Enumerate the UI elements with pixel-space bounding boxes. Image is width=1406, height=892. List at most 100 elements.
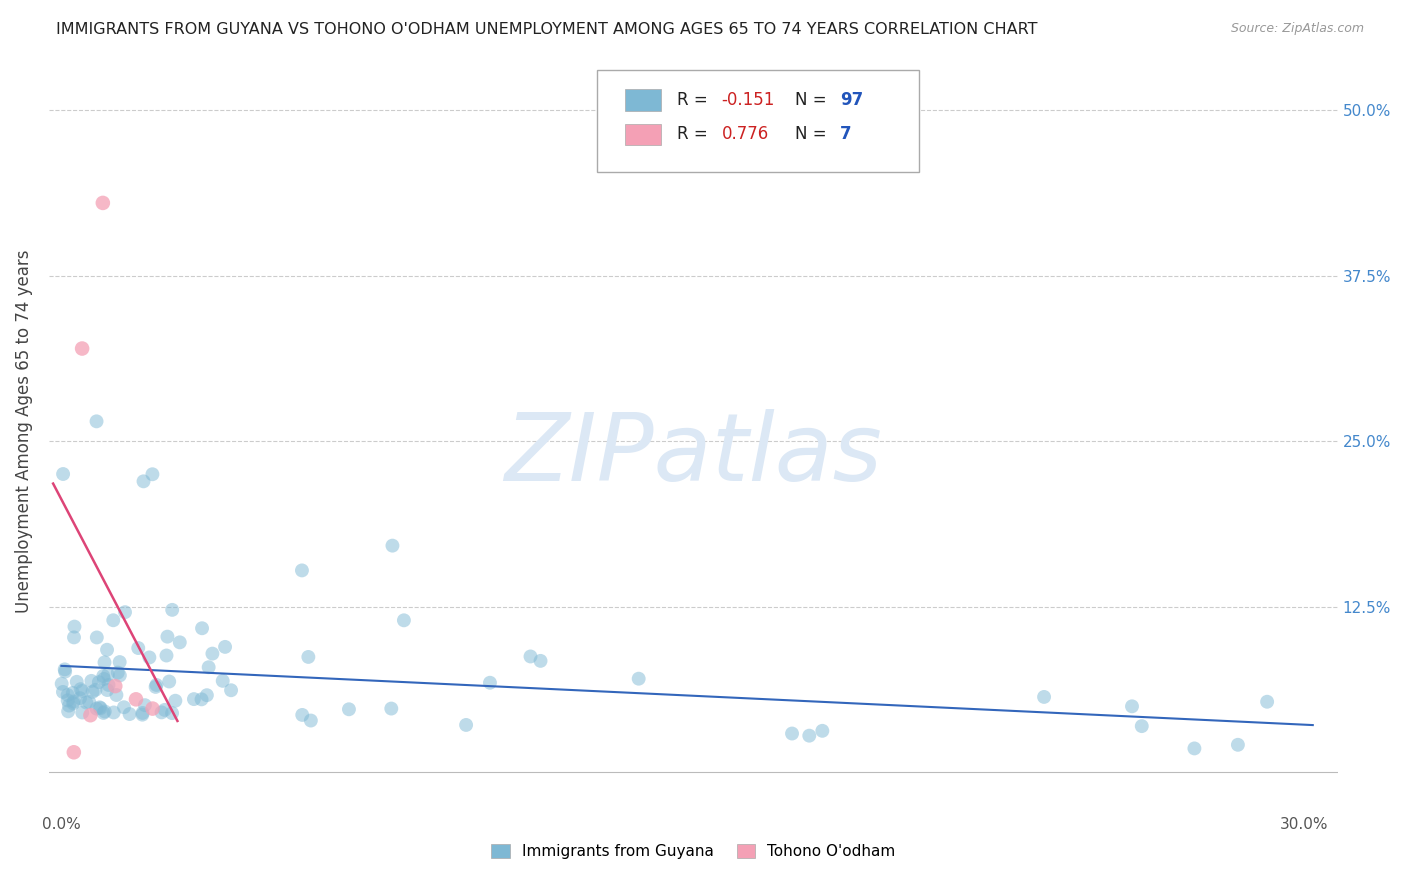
Point [66,674,89,689]
Point [79,708,101,723]
Point [145,680,167,694]
Point [51,677,73,691]
Point [529,654,551,668]
Point [380,701,402,715]
Point [62,696,84,710]
Point [86,631,108,645]
Point [77,695,100,709]
Point [91,195,114,210]
Point [62,695,84,709]
Point [157,674,180,689]
Point [104,679,127,693]
Text: -0.151: -0.151 [721,91,775,109]
Point [94,705,117,719]
Point [169,635,191,649]
Point [89,700,111,714]
Point [160,603,183,617]
Point [291,707,314,722]
Point [58,698,80,713]
Point [1184,741,1206,756]
Point [156,630,179,644]
Point [191,621,214,635]
Text: N =: N = [796,126,832,144]
Point [53,662,76,676]
Text: IMMIGRANTS FROM GUYANA VS TOHONO O'ODHAM UNEMPLOYMENT AMONG AGES 65 TO 74 YEARS : IMMIGRANTS FROM GUYANA VS TOHONO O'ODHAM… [56,22,1038,37]
Point [153,703,176,717]
Point [127,640,149,655]
Point [63,631,86,645]
Point [96,642,118,657]
Point [627,672,650,686]
Point [75,696,97,710]
Point [160,706,183,720]
Point [52,685,75,699]
Point [214,640,236,654]
Point [63,745,86,759]
FancyBboxPatch shape [596,70,920,172]
Point [53,665,76,679]
Point [105,688,128,702]
Point [86,701,108,715]
Point [69,691,91,706]
Point [1256,695,1278,709]
Point [456,718,478,732]
Point [56,693,79,707]
Point [132,475,155,489]
Point [1033,690,1056,704]
Text: 7: 7 [841,126,852,144]
Point [190,692,212,706]
Point [1121,699,1143,714]
Point [392,613,415,627]
Point [80,673,103,688]
Point [381,539,404,553]
Text: 97: 97 [841,91,863,109]
Point [97,678,120,692]
Text: 0.776: 0.776 [721,126,769,144]
Point [141,467,163,482]
Y-axis label: Unemployment Among Ages 65 to 74 years: Unemployment Among Ages 65 to 74 years [15,250,32,613]
Point [150,706,173,720]
Point [201,647,224,661]
Point [112,700,135,714]
Point [97,668,120,682]
Point [799,729,821,743]
Bar [626,124,661,145]
Point [519,649,541,664]
Point [91,669,114,683]
Point [62,686,84,700]
Bar [626,89,661,111]
Text: R =: R = [676,91,713,109]
Point [165,694,187,708]
Point [811,723,834,738]
Point [219,683,242,698]
Point [131,707,153,722]
Point [103,706,125,720]
Point [108,655,131,669]
Point [134,698,156,713]
Point [108,668,131,682]
Point [131,706,153,720]
Point [197,660,219,674]
Point [1226,738,1249,752]
Point [138,650,160,665]
Point [103,613,125,627]
Point [297,649,319,664]
Point [337,702,360,716]
Point [52,467,75,481]
Text: N =: N = [796,91,832,109]
Point [72,684,94,698]
Point [56,704,79,718]
Point [69,682,91,697]
Point [86,414,108,428]
Point [96,683,118,698]
Point [87,675,110,690]
Point [478,675,501,690]
Point [84,682,107,697]
Point [56,688,79,702]
Legend: Immigrants from Guyana, Tohono O'odham: Immigrants from Guyana, Tohono O'odham [485,838,901,865]
Point [291,563,314,577]
Point [183,692,205,706]
Point [1130,719,1153,733]
Point [299,714,322,728]
Point [93,706,115,720]
